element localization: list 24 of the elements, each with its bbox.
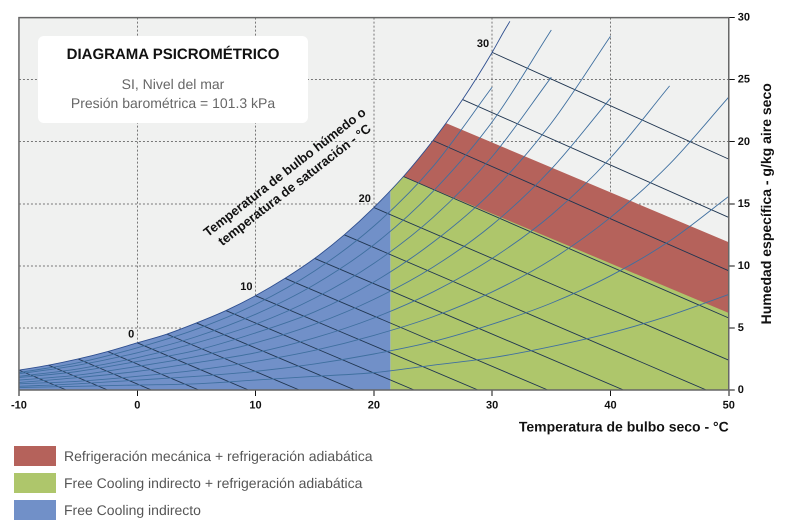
- x-tick-label: -10: [10, 400, 27, 412]
- x-tick-label: 30: [486, 400, 498, 412]
- x-tick-label: 20: [368, 400, 380, 412]
- y-tick-label: 30: [738, 12, 750, 24]
- x-tick-label: 0: [134, 400, 140, 412]
- y-tick-label: 10: [738, 260, 750, 272]
- title-panel: DIAGRAMA PSICROMÉTRICO SI, Nivel del mar Presión barométrica = 101.3 kPa: [38, 36, 308, 123]
- x-tick-label: 10: [249, 400, 262, 412]
- annotation: 20: [358, 193, 371, 206]
- annotation: 0: [128, 328, 134, 340]
- y-tick-label: 20: [738, 136, 750, 148]
- y-axis-title: Humedad específica - g/kg aire seco: [758, 83, 774, 324]
- legend-label: Free Cooling indirecto: [64, 502, 201, 518]
- x-tick-label: 50: [722, 400, 735, 412]
- annotation: 10: [240, 281, 253, 294]
- y-tick-label: 25: [738, 74, 750, 86]
- legend-label: Refrigeración mecánica + refrigeración adiabática: [64, 448, 373, 464]
- y-tick-label: 15: [738, 198, 750, 210]
- y-tick-label: 0: [738, 384, 744, 396]
- y-tick-label: 5: [738, 322, 744, 334]
- x-tick-label: 40: [604, 400, 617, 412]
- x-axis-title: Temperatura de bulbo seco - °C: [518, 418, 729, 434]
- annotation: 30: [476, 38, 490, 50]
- legend-label: Free Cooling indirecto + refrigeración adiabática: [64, 474, 362, 490]
